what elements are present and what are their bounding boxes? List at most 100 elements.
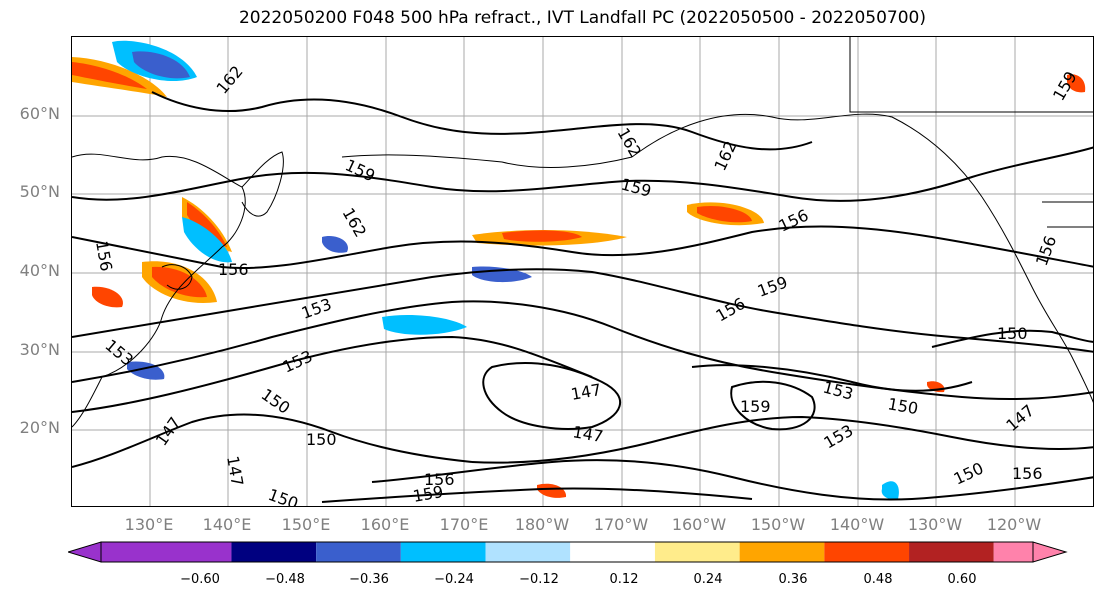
lon-label-130e: 130°E — [124, 515, 174, 534]
coastline-kamchatka — [241, 151, 284, 217]
lon-label-150e: 150°E — [281, 515, 331, 534]
colorbar-extend-low — [68, 541, 102, 563]
contour-labels: 162 162 162 162 159 159 159 159 159 159 … — [92, 62, 1081, 507]
colorbar-tick: −0.48 — [265, 572, 305, 587]
lat-label-30n: 30°N — [19, 340, 60, 359]
contour-150c — [471, 415, 1093, 464]
lon-label-150w: 150°W — [750, 515, 806, 534]
shade-patch — [382, 315, 467, 335]
shade-patch — [132, 51, 190, 79]
contour-label: 156 — [713, 294, 749, 326]
contour-label: 150 — [951, 458, 987, 488]
colorbar-tick: 0.12 — [609, 572, 639, 587]
contour-label: 147 — [571, 422, 604, 446]
contour-label: 162 — [213, 62, 247, 98]
lat-label-60n: 60°N — [19, 104, 60, 123]
colorbar-segment — [231, 542, 317, 562]
shade-patch — [322, 236, 348, 253]
contour-label: 150 — [306, 430, 337, 449]
colorbar-tick: 0.24 — [693, 572, 723, 587]
lon-label-120w: 120°W — [986, 515, 1042, 534]
colorbar-segment — [570, 542, 655, 562]
contour-label: 156 — [424, 470, 455, 489]
map-canvas: 162 162 162 162 159 159 159 159 159 159 … — [72, 37, 1093, 507]
contour-label: 150 — [886, 394, 919, 418]
colorbar-tick: −0.60 — [180, 572, 220, 587]
contour-label: 147 — [223, 454, 247, 487]
contour-label: 150 — [997, 324, 1028, 343]
lon-label-140e: 140°E — [202, 515, 252, 534]
contour-label: 162 — [710, 138, 740, 174]
contour-label: 159 — [740, 397, 771, 416]
contour-label: 159 — [342, 155, 378, 185]
shade-patch — [502, 230, 582, 242]
contour-label: 150 — [266, 485, 301, 507]
colorbar-tick: 0.48 — [863, 572, 893, 587]
contour-label: 159 — [755, 272, 790, 300]
contour-label: 162 — [339, 205, 371, 241]
map-title: 2022050200 F048 500 hPa refract., IVT La… — [238, 8, 926, 28]
lon-label-170e: 170°E — [439, 515, 489, 534]
shade-patch — [182, 217, 232, 263]
shade-patch — [92, 286, 123, 308]
coastline-japan — [161, 264, 193, 290]
colorbar-segment — [485, 542, 571, 562]
colorbar-extend-high — [1032, 541, 1068, 563]
contour-label: 147 — [569, 380, 602, 404]
contour-label: 156 — [776, 205, 812, 235]
shade-patch — [537, 483, 567, 498]
contour-label: 156 — [1032, 233, 1060, 268]
contour-147b — [72, 413, 473, 468]
anomaly-shading — [72, 40, 1086, 500]
coastline-north-america — [981, 196, 1093, 403]
colorbar-segment — [654, 542, 740, 562]
lon-label-160w: 160°W — [671, 515, 727, 534]
shade-patch — [152, 266, 207, 298]
contour-162 — [151, 91, 813, 151]
colorbar-tick: −0.24 — [434, 572, 474, 587]
map-panel: 162 162 162 162 159 159 159 159 159 159 … — [71, 36, 1094, 507]
contour-150b — [72, 335, 593, 413]
shade-patch — [881, 481, 899, 500]
contour-label: 159 — [619, 175, 653, 201]
shade-patch — [187, 202, 227, 247]
height-contours — [72, 91, 1093, 503]
contour-147 — [482, 361, 622, 430]
shade-patch — [72, 62, 147, 89]
contour-label: 147 — [152, 413, 185, 449]
colorbar-segment — [909, 542, 994, 562]
contour-label: 162 — [614, 125, 646, 161]
shade-patch — [1066, 74, 1086, 93]
lon-label-180w: 180°W — [514, 515, 570, 534]
contour-label: 156 — [92, 239, 116, 272]
lat-label-50n: 50°N — [19, 182, 60, 201]
lon-label-140w: 140°W — [829, 515, 885, 534]
colorbar-segment — [739, 542, 825, 562]
lat-label-20n: 20°N — [19, 418, 60, 437]
colorbar-tick: −0.12 — [519, 572, 559, 587]
contour-153 — [72, 268, 1093, 353]
border-line — [849, 37, 1093, 113]
lon-label-130w: 130°W — [907, 515, 963, 534]
lon-label-170w: 170°W — [593, 515, 649, 534]
lat-label-40n: 40°N — [19, 261, 60, 280]
contour-159b — [730, 380, 816, 431]
contour-153c — [691, 364, 973, 392]
contour-156b — [321, 487, 753, 503]
colorbar-segment — [316, 542, 401, 562]
lon-label-160e: 160°E — [360, 515, 410, 534]
contour-153b — [371, 459, 1093, 501]
colorbar-segment — [400, 542, 486, 562]
contour-156 — [72, 225, 1093, 269]
contour-159 — [72, 146, 1093, 202]
colorbar-segment — [824, 542, 910, 562]
colorbar-tick: −0.36 — [349, 572, 389, 587]
shade-patch — [697, 205, 752, 223]
contour-label: 150 — [258, 385, 294, 418]
colorbar-tick: 0.36 — [778, 572, 808, 587]
contour-label: 153 — [280, 346, 316, 376]
contour-150 — [72, 300, 1093, 401]
coastline-aleutians — [341, 154, 633, 168]
coastlines — [72, 37, 1093, 428]
colorbar-segment — [101, 542, 232, 562]
